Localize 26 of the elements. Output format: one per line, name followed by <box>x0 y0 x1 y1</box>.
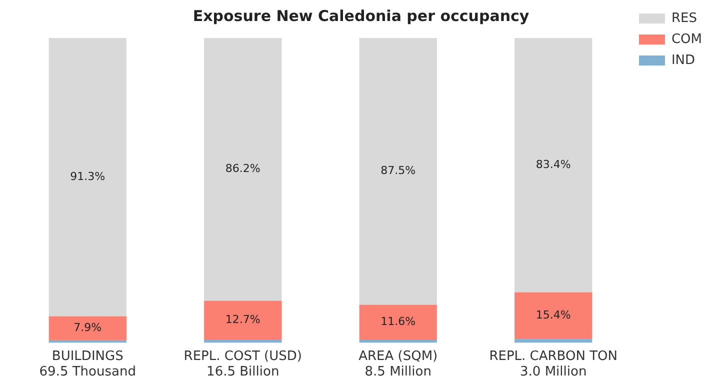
bar <box>359 340 437 343</box>
data-label: 83.4% <box>536 158 571 171</box>
bar <box>514 292 592 340</box>
data-label: 86.2% <box>225 162 260 176</box>
data-label: 7.9% <box>74 321 102 334</box>
x-tick-label: AREA (SQM) 8.5 Million <box>358 348 438 380</box>
data-label: 15.4% <box>536 308 571 322</box>
bar <box>48 38 126 316</box>
x-tick-label: REPL. CARBON TON 3.0 Million <box>489 348 618 380</box>
legend-label: COM <box>671 32 702 47</box>
bar <box>48 316 126 340</box>
chart-title: Exposure New Caledonia per occupancy <box>192 6 530 25</box>
bar <box>204 38 282 301</box>
x-tick-label: BUILDINGS 69.5 Thousand <box>39 348 136 380</box>
x-tick-label: REPL. COST (USD) 16.5 Billion <box>184 348 302 380</box>
data-label: 87.5% <box>380 164 416 178</box>
legend-label: IND <box>671 52 696 68</box>
bar <box>514 339 592 343</box>
data-label: 12.7% <box>225 312 260 326</box>
bar <box>359 38 437 305</box>
data-label: 11.6% <box>380 315 416 328</box>
bar <box>359 304 437 340</box>
bar <box>514 38 592 292</box>
bar <box>204 300 282 340</box>
data-label: 91.3% <box>70 170 106 183</box>
legend-label: RES <box>671 10 697 26</box>
